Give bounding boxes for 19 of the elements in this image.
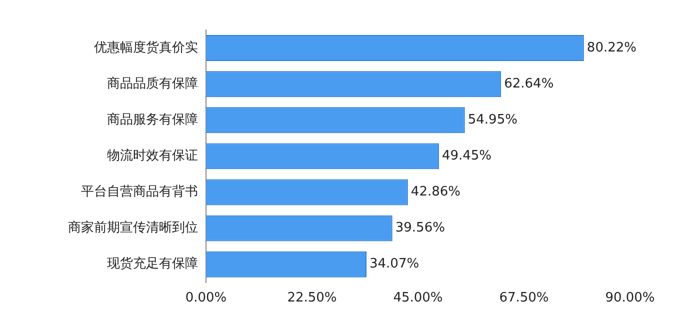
y-tick-label: 商品服务有保障 [107,112,198,128]
y-tick-label: 商家前期宣传清晰到位 [68,220,198,236]
data-label: 42.86% [410,184,460,200]
y-tick-label: 平台自营商品有背书 [81,184,198,200]
y-tick-label: 现货充足有保障 [107,256,198,272]
data-label: 62.64% [504,76,554,92]
y-tick-label: 商品品质有保障 [107,76,198,92]
x-tick-label: 0.00% [185,290,227,306]
data-label: 80.22% [586,40,637,56]
x-tick-label: 22.50% [287,290,337,306]
y-tick-label: 物流时效有保证 [107,148,198,164]
y-tick-label: 优惠幅度货真价实 [94,39,198,56]
x-tick-label: 90.00% [605,290,655,306]
data-label: 54.95% [468,112,518,128]
data-label: 49.45% [442,148,492,164]
data-label: 39.56% [395,220,445,236]
x-tick-label: 67.50% [499,290,549,306]
data-label: 34.07% [370,256,420,272]
x-tick-label: 45.00% [393,290,443,306]
